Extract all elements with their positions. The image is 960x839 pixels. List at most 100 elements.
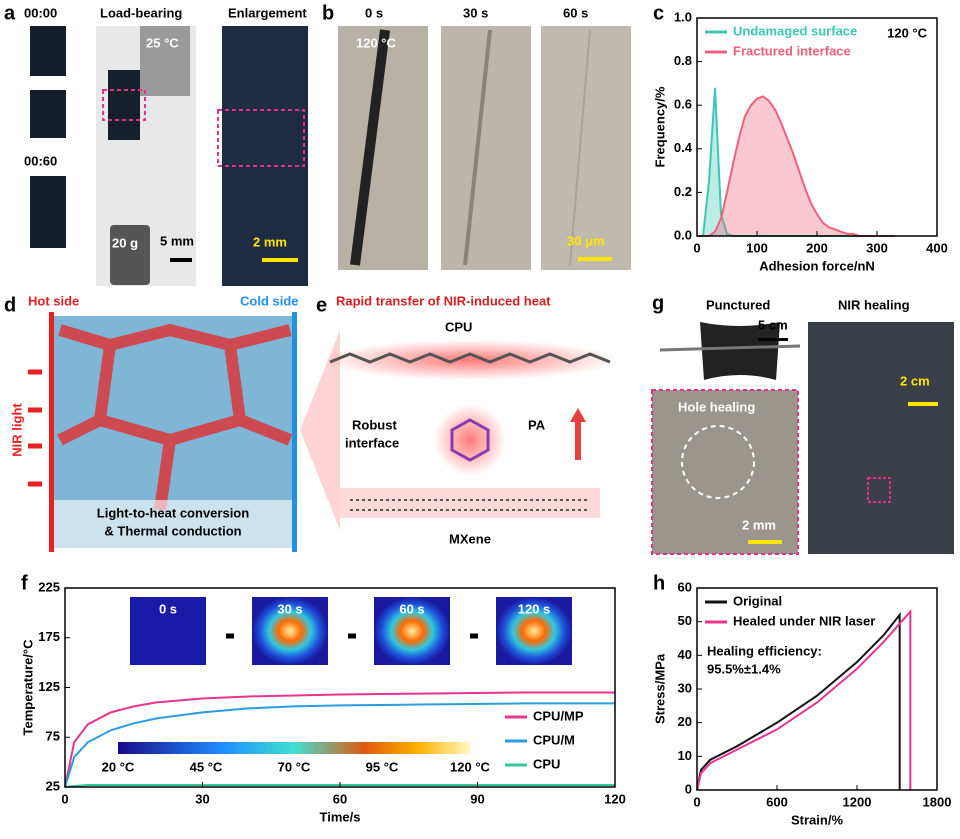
- scale-bar: [748, 540, 782, 544]
- x-tick-label: 0: [61, 791, 68, 806]
- cpu-chain: [320, 340, 620, 380]
- hole-circle: [681, 425, 755, 499]
- inset-label: 30 s: [277, 601, 302, 616]
- area: [697, 87, 895, 236]
- x-tick-label: 60: [333, 791, 347, 806]
- y-tick-label: 225: [38, 579, 60, 594]
- colorbar-label: 70 °C: [278, 759, 311, 774]
- y-tick-label: 30: [678, 680, 692, 695]
- x-axis-label: Time/s: [320, 809, 361, 824]
- panel-label: d: [4, 294, 16, 316]
- panel-b: b 0 s 30 s 60 s 120 °C 30 μm: [322, 2, 631, 270]
- scale-bar: [758, 338, 788, 341]
- crack: [569, 29, 591, 266]
- line: [696, 608, 912, 791]
- panel-e: e Rapid transfer of NIR-induced heat CPU…: [316, 293, 620, 546]
- time-label: 00:60: [24, 153, 57, 168]
- pa-molecule: [434, 404, 506, 476]
- area: [697, 96, 895, 236]
- photo-title: Enlargement: [228, 5, 307, 20]
- x-tick-label: 1200: [843, 794, 872, 809]
- label: Hot side: [28, 293, 79, 308]
- sample: [30, 90, 66, 138]
- scale-label: 2 cm: [900, 373, 930, 388]
- x-tick-label: 1800: [923, 794, 952, 809]
- photo: [651, 389, 799, 555]
- finger: [140, 26, 190, 96]
- y-tick-label: 0.2: [674, 184, 692, 199]
- panel-label: b: [322, 2, 334, 24]
- title: Rapid transfer of NIR-induced heat: [336, 293, 551, 308]
- photo: [222, 26, 308, 286]
- label: Robust: [352, 417, 397, 432]
- photo: [808, 322, 954, 554]
- y-axis-label: Temperature/°C: [20, 639, 35, 736]
- mxene-layer: [350, 499, 590, 511]
- annotation: 120 °C: [887, 25, 928, 40]
- legend-label: CPU/MP: [533, 708, 584, 723]
- label: Hole healing: [678, 399, 755, 414]
- label: Cold side: [240, 293, 299, 308]
- label: NIR healing: [838, 297, 910, 312]
- label: Punctured: [706, 297, 770, 312]
- panel-d: d Hot side Cold side Light-to-heat conve…: [4, 293, 340, 552]
- label: NIR light: [9, 403, 24, 457]
- panel-label: c: [653, 2, 664, 24]
- x-axis-label: Strain/%: [791, 812, 843, 827]
- time-label: 0 s: [365, 5, 383, 20]
- needle: [659, 344, 801, 352]
- line: [696, 612, 901, 791]
- cold-bar: [292, 312, 297, 552]
- label: CPU: [445, 319, 472, 334]
- scale-label: 5 mm: [160, 233, 194, 248]
- crack: [350, 29, 390, 266]
- panel-label: h: [653, 572, 665, 594]
- x-tick-label: 400: [926, 240, 948, 255]
- thermal-image: [374, 597, 450, 665]
- y-tick-label: 40: [678, 647, 692, 662]
- caption: & Thermal conduction: [104, 523, 241, 538]
- x-axis-label: Adhesion force/nN: [759, 258, 875, 273]
- x-tick-label: 100: [746, 240, 768, 255]
- inset-label: 120 s: [518, 601, 551, 616]
- hexagon-walls: [57, 323, 293, 511]
- legend-label: Fractured interface: [733, 43, 851, 58]
- label: 20 g: [112, 235, 138, 250]
- y-tick-label: 25: [46, 778, 60, 793]
- y-axis-label: Frequency/%: [652, 86, 667, 167]
- thermal-image: [252, 597, 328, 665]
- caption-bg: [52, 500, 294, 548]
- scale-bar: [170, 258, 192, 262]
- time-label: 60 s: [563, 5, 588, 20]
- x-tick-label: 120: [604, 791, 626, 806]
- time-label: 00:00: [24, 5, 57, 20]
- time-label: 30 s: [463, 5, 488, 20]
- zoom-box: [102, 89, 146, 121]
- thermal-image: [496, 597, 572, 665]
- inset-label: 60 s: [399, 601, 424, 616]
- panel-label: a: [4, 2, 16, 24]
- caption: Light-to-heat conversion: [97, 505, 249, 520]
- scale-label: 30 μm: [567, 233, 605, 248]
- legend-label: CPU/M: [533, 732, 575, 747]
- x-tick-label: 200: [806, 240, 828, 255]
- label: 25 °C: [146, 35, 179, 50]
- sample: [108, 70, 140, 140]
- y-tick-label: 20: [678, 714, 692, 729]
- x-tick-label: 300: [866, 240, 888, 255]
- y-axis-label: Stress/MPa: [652, 653, 667, 724]
- sample: [30, 26, 66, 76]
- mxene-layer: [340, 488, 600, 518]
- weight: [110, 225, 150, 285]
- colorbar-label: 20 °C: [102, 759, 135, 774]
- pa-molecule: [450, 418, 490, 462]
- y-tick-label: 0: [685, 781, 692, 796]
- x-tick-label: 0: [693, 794, 700, 809]
- y-tick-label: 60: [678, 579, 692, 594]
- y-tick-label: 0.8: [674, 53, 692, 68]
- panel-label: f: [21, 572, 28, 594]
- inset-label: 0 s: [159, 601, 177, 616]
- punctured-film: [700, 322, 780, 380]
